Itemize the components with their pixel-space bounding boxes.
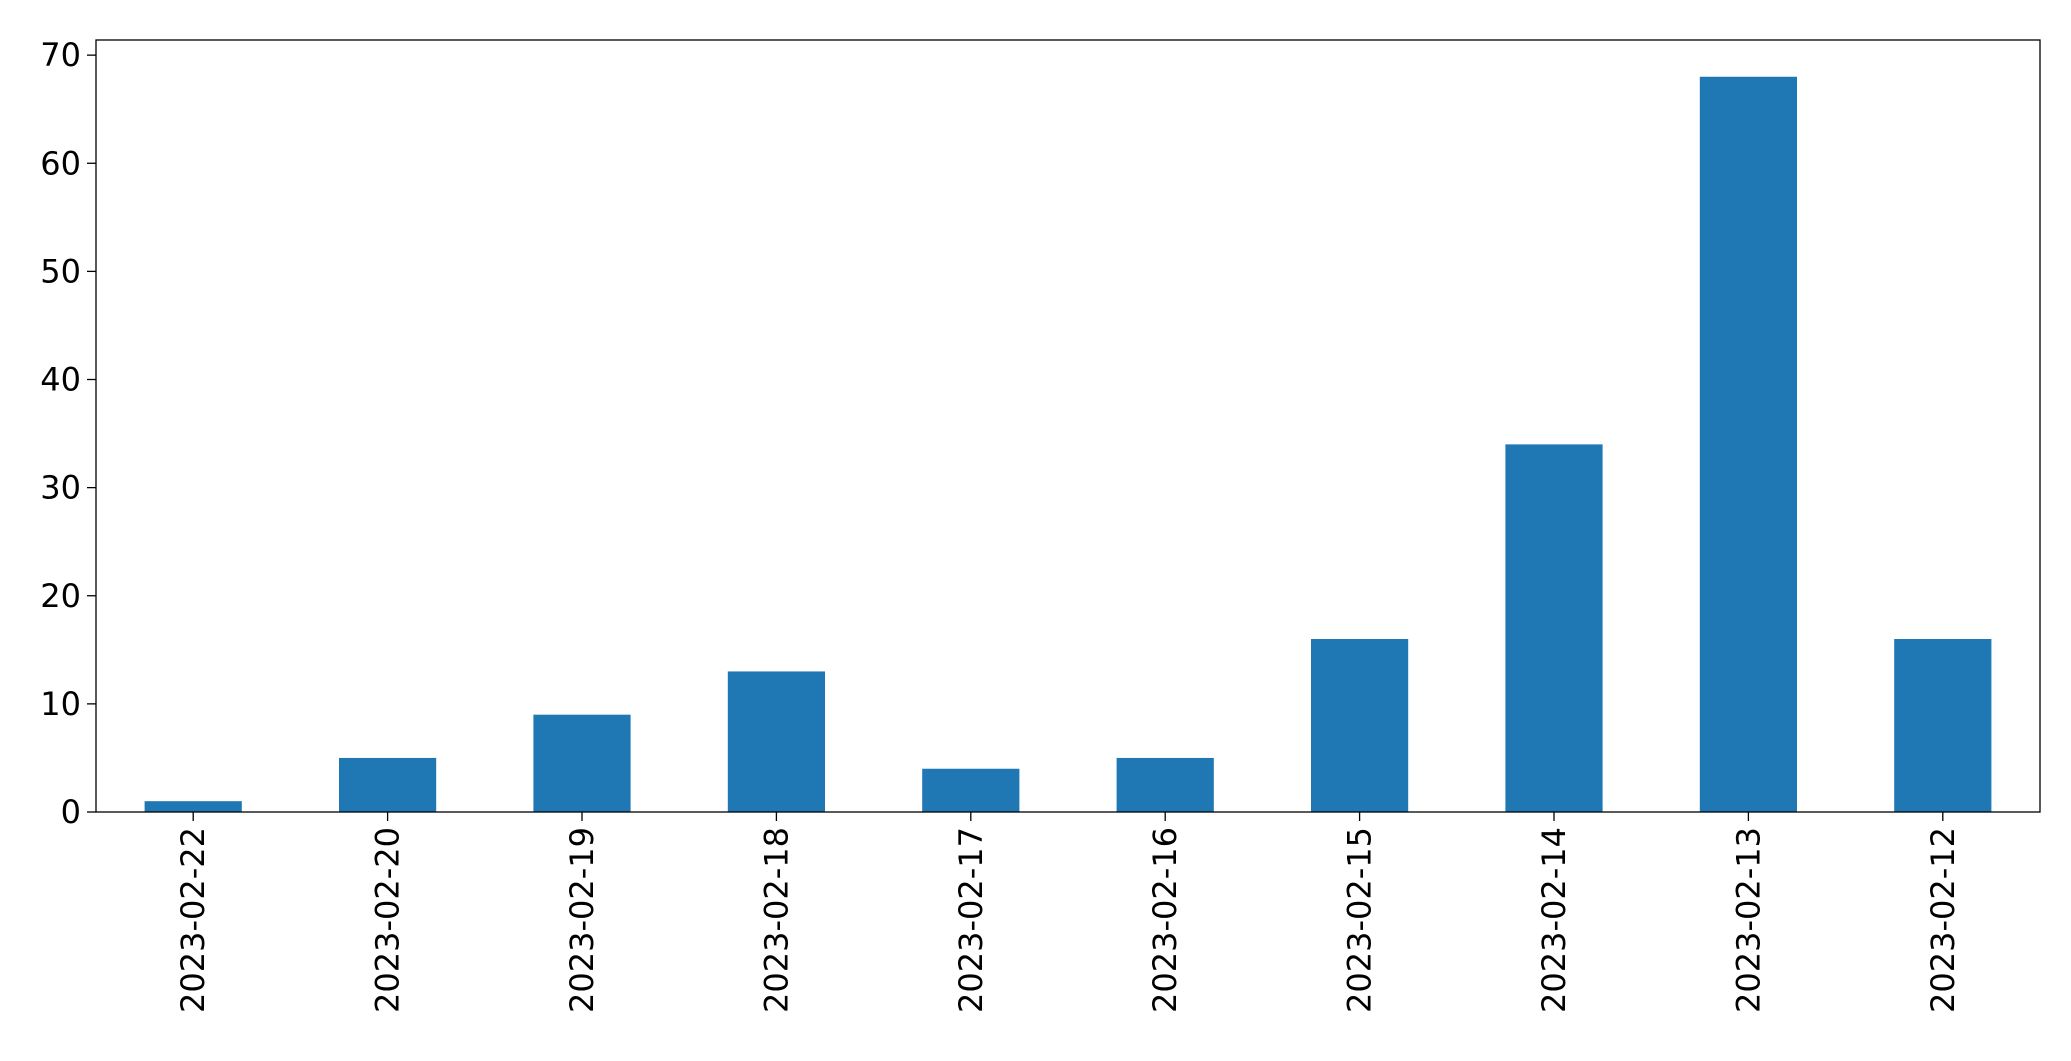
y-tick-label: 60 <box>40 144 81 182</box>
bar-2023-02-18 <box>727 671 825 812</box>
bar-2023-02-19 <box>533 714 631 812</box>
y-tick-label: 30 <box>40 469 81 507</box>
bar-2023-02-20 <box>339 757 437 812</box>
y-tick-label: 20 <box>40 577 81 615</box>
x-tick-label: 2023-02-19 <box>563 827 601 1013</box>
plot-frame <box>95 39 2041 813</box>
y-tick-label: 0 <box>61 793 81 831</box>
bar-2023-02-17 <box>922 768 1020 812</box>
x-axis: 2023-02-22 2023-02-20 2023-02-19 2023-02-18… <box>174 812 1962 1013</box>
bar-2023-02-14 <box>1505 444 1603 812</box>
x-tick-label: 2023-02-18 <box>757 827 795 1013</box>
bar-2023-02-16 <box>1116 757 1214 812</box>
bars-group <box>144 76 1992 812</box>
bar-2023-02-13 <box>1699 76 1797 812</box>
x-tick-label: 2023-02-20 <box>369 827 407 1013</box>
bar-2023-02-22 <box>144 801 242 812</box>
x-tick-label: 2023-02-16 <box>1146 827 1184 1013</box>
x-tick-label: 2023-02-15 <box>1341 827 1379 1013</box>
x-tick-label: 2023-02-17 <box>952 827 990 1013</box>
x-tick-label: 2023-02-12 <box>1924 827 1962 1013</box>
y-tick-label: 40 <box>40 361 81 399</box>
y-axis: 0 10 20 30 40 50 60 70 <box>40 36 96 831</box>
x-tick-label: 2023-02-13 <box>1729 827 1767 1013</box>
y-tick-label: 70 <box>40 36 81 74</box>
bar-2023-02-12 <box>1894 639 1992 812</box>
x-tick-label: 2023-02-14 <box>1535 827 1573 1013</box>
y-tick-label: 50 <box>40 252 81 290</box>
bar-2023-02-15 <box>1311 639 1409 812</box>
x-tick-label: 2023-02-22 <box>174 827 212 1013</box>
y-tick-label: 10 <box>40 685 81 723</box>
